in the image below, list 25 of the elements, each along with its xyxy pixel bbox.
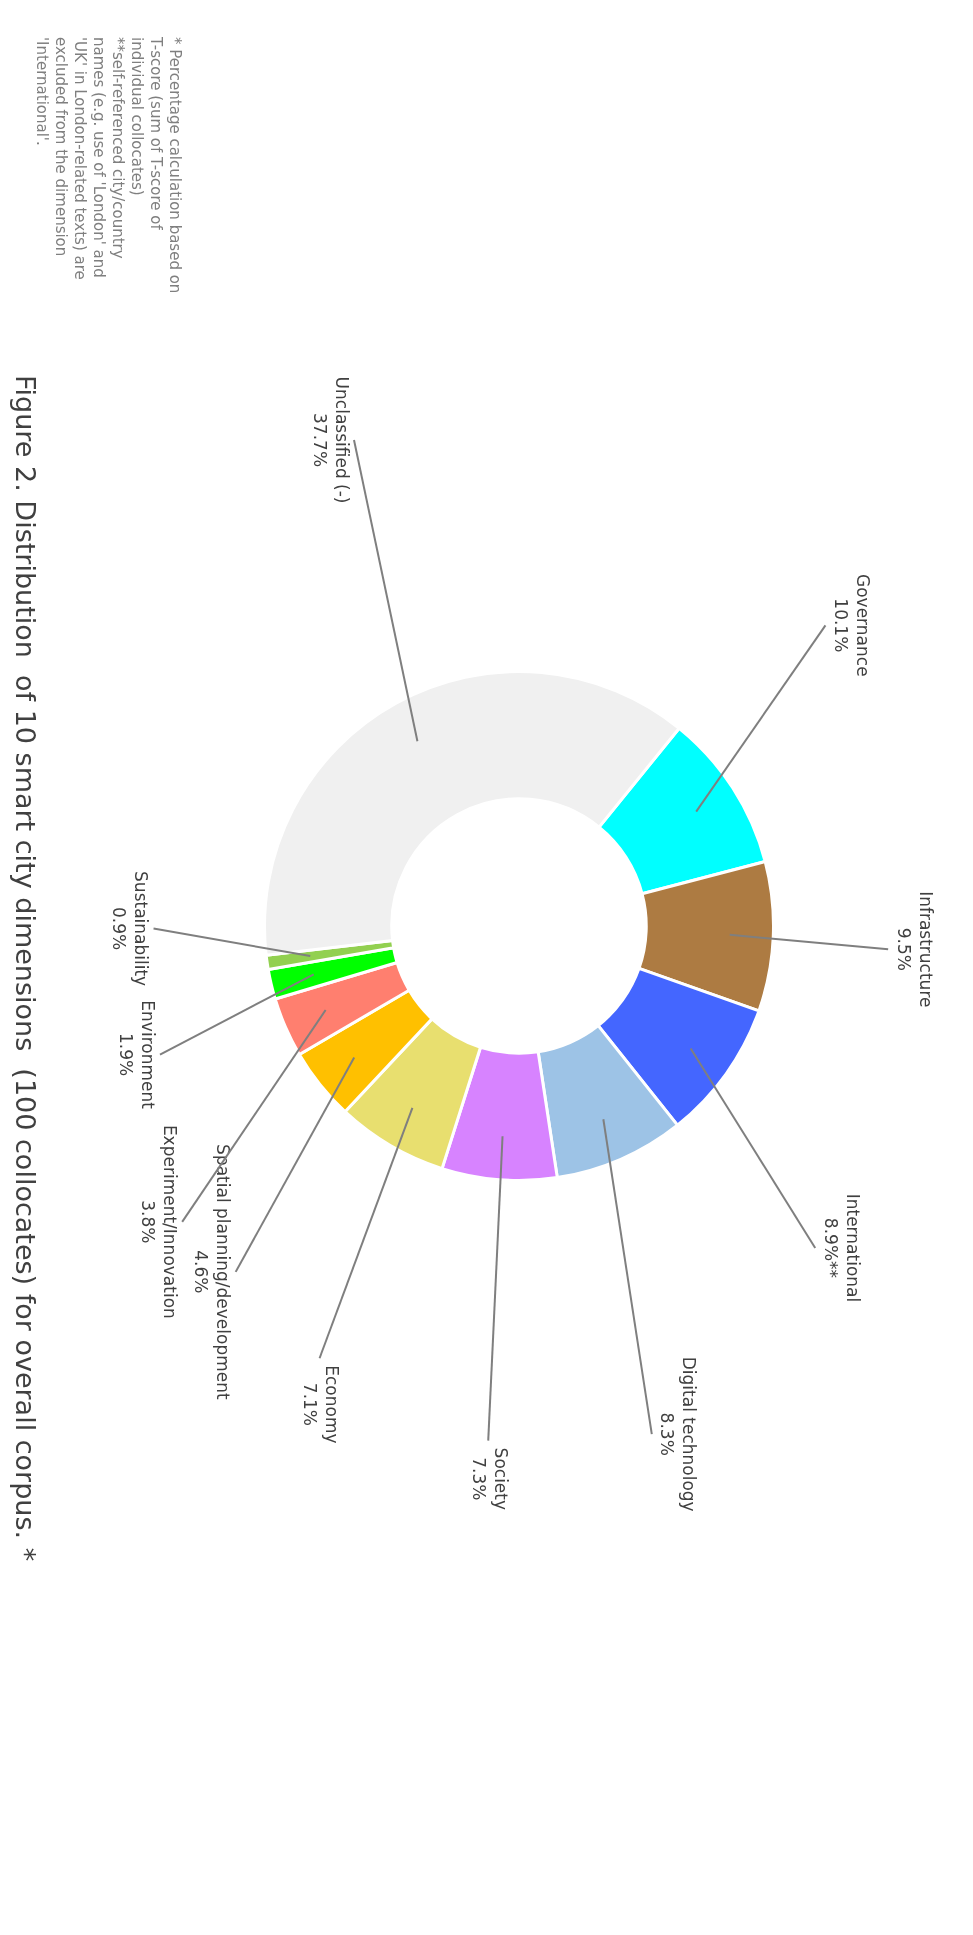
slice-label: Economy (322, 1365, 343, 1444)
slice-label: Unclassified (-) (331, 376, 352, 504)
data-label: 0.9% (109, 907, 130, 951)
data-label: 37.7% (309, 413, 330, 468)
data-label: 7.1% (300, 1382, 321, 1427)
data-label: 3.8% (137, 1200, 158, 1244)
slice-label: Environment (137, 1000, 158, 1110)
data-label: 7.3% (468, 1457, 489, 1501)
slice-label: Society (490, 1447, 511, 1511)
data-label: 1.9% (115, 1033, 136, 1077)
data-label: 4.6% (191, 1250, 212, 1294)
text: Figure 2. Distribution of 10 smart city dimensions (100 collocates) for overall corpus. * (10, 375, 41, 1564)
data-label: 8.3% (657, 1412, 678, 1456)
slice-label: Sustainability (131, 871, 152, 987)
slice-label: International (842, 1193, 863, 1303)
text: * Percentage calculation based on T-score (sum of T-score of individual collocates) (127, 37, 184, 296)
slice-label: Infrastructure (915, 891, 936, 1008)
slice-label: Spatial planning/development (213, 1144, 234, 1400)
slice-label: Digital technology (679, 1356, 700, 1512)
data-label: 9.5% (893, 927, 914, 971)
data-label: 10.1% (831, 598, 852, 653)
slice-label: Governance (853, 574, 874, 677)
slice-label: Experiment/Innovation (159, 1124, 180, 1319)
data-label: 8.9%** (820, 1217, 841, 1279)
text: **self-referenced city/country names (e.g. use of 'London' and 'UK' in London-related texts) are excluded from the dimension 'International'. (32, 37, 127, 282)
